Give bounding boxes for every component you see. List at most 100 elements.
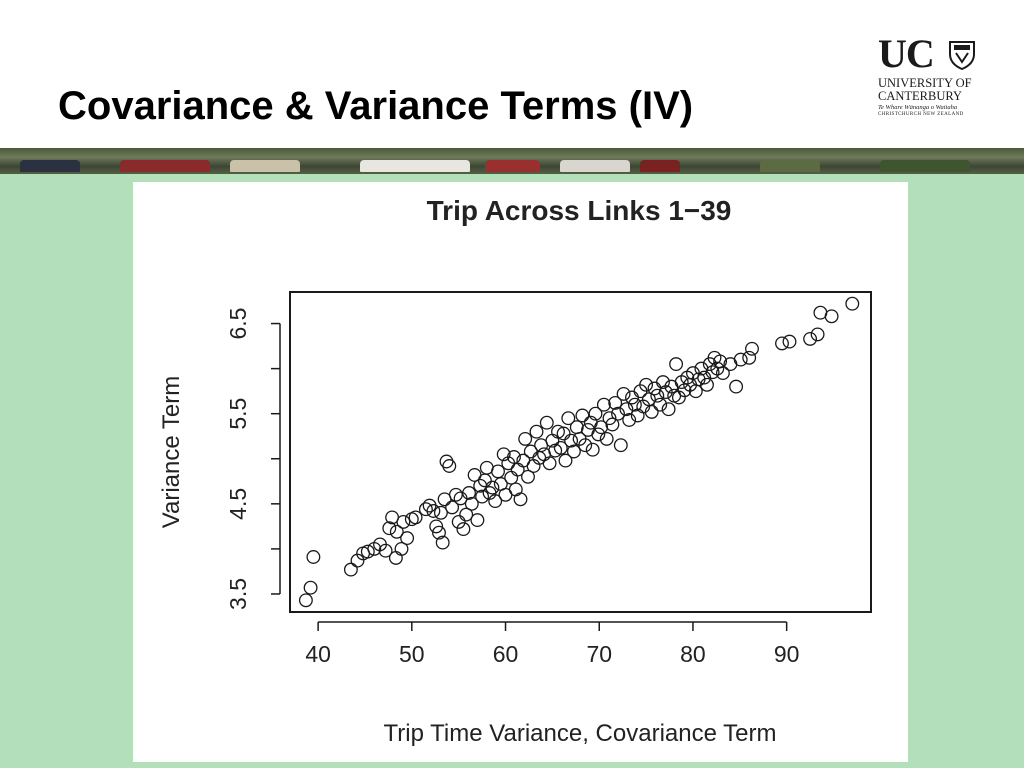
y-tick-label: 3.5 xyxy=(225,578,251,610)
data-point xyxy=(619,402,634,417)
data-point xyxy=(408,510,423,525)
data-point xyxy=(705,365,720,380)
data-point xyxy=(343,562,358,577)
photo-banner xyxy=(0,148,1024,174)
data-point xyxy=(608,395,623,410)
x-tick-label: 90 xyxy=(774,641,800,667)
data-point xyxy=(485,480,500,495)
data-point xyxy=(491,464,505,479)
data-point xyxy=(451,514,466,529)
y-axis: 3.5 4.5 5.5 6.5 xyxy=(225,308,281,610)
data-point xyxy=(456,522,471,537)
data-point xyxy=(596,397,611,412)
data-point xyxy=(669,357,684,372)
data-point xyxy=(389,524,404,539)
x-tick-label: 50 xyxy=(399,641,425,667)
chart-card: Trip Across Links 1−39 Trip Time Varianc… xyxy=(133,182,908,762)
data-point xyxy=(303,580,318,595)
data-point xyxy=(553,440,568,455)
data-point xyxy=(585,442,600,457)
y-tick-label: 5.5 xyxy=(225,398,251,430)
data-point xyxy=(429,519,444,534)
university-crest-icon xyxy=(949,41,975,70)
logo-line-maori-name: Te Whare Wānanga o Waitaha xyxy=(878,104,958,111)
scatter-chart: Trip Across Links 1−39 Trip Time Varianc… xyxy=(158,195,872,747)
data-point xyxy=(459,507,474,522)
data-point xyxy=(462,486,476,500)
banner-car-decoration xyxy=(640,160,680,172)
data-point xyxy=(388,550,403,565)
data-point xyxy=(566,444,581,459)
data-point xyxy=(845,296,860,311)
data-point xyxy=(700,377,714,392)
data-point xyxy=(442,459,457,473)
data-point xyxy=(611,406,625,421)
data-point xyxy=(445,500,460,515)
data-point xyxy=(382,521,397,536)
plot-frame xyxy=(289,291,872,613)
data-point xyxy=(622,413,637,427)
data-point xyxy=(616,386,631,401)
data-point xyxy=(578,438,593,453)
y-tick-label: 4.5 xyxy=(225,488,251,520)
data-point xyxy=(394,541,409,556)
data-point xyxy=(513,492,528,507)
data-point xyxy=(558,453,573,468)
logo-line-university-of: UNIVERSITY OF xyxy=(878,76,972,90)
x-axis: 40 50 60 70 80 90 xyxy=(305,621,800,667)
data-point xyxy=(644,404,659,419)
data-point xyxy=(470,513,485,528)
data-point xyxy=(448,487,463,502)
data-point xyxy=(729,379,744,394)
chart-title: Trip Across Links 1−39 xyxy=(427,195,732,226)
banner-car-decoration xyxy=(560,160,630,172)
data-point xyxy=(639,377,654,392)
data-point xyxy=(564,433,579,448)
data-point xyxy=(561,411,576,426)
data-point xyxy=(426,504,441,518)
y-axis-label: Variance Term xyxy=(158,376,185,529)
data-point xyxy=(627,397,642,412)
data-point xyxy=(715,366,730,381)
data-point xyxy=(360,544,375,559)
data-point xyxy=(782,334,797,349)
data-point xyxy=(518,431,533,446)
logo-wordmark: UC xyxy=(878,31,935,76)
data-points xyxy=(298,296,860,608)
data-point xyxy=(508,482,523,497)
data-point xyxy=(496,447,511,462)
logo-line-location: CHRISTCHURCH NEW ZEALAND xyxy=(878,112,964,117)
data-point xyxy=(488,494,503,509)
data-point xyxy=(803,331,818,346)
data-point xyxy=(605,417,620,432)
y-tick-label: 6.5 xyxy=(225,308,251,340)
data-point xyxy=(810,327,825,342)
data-point xyxy=(661,402,676,417)
data-point xyxy=(653,397,668,412)
data-point xyxy=(542,456,557,471)
data-point xyxy=(477,473,492,488)
slide-title: Covariance & Variance Terms (IV) xyxy=(58,84,694,128)
x-tick-label: 70 xyxy=(586,641,612,667)
data-point xyxy=(432,525,446,540)
data-point xyxy=(529,424,544,439)
data-point xyxy=(674,375,689,390)
x-tick-label: 40 xyxy=(305,641,331,667)
data-point xyxy=(539,415,554,430)
banner-car-decoration xyxy=(230,160,300,172)
data-point xyxy=(504,470,519,485)
data-point xyxy=(298,593,313,608)
x-tick-label: 60 xyxy=(493,641,519,667)
banner-car-decoration xyxy=(880,160,970,172)
banner-car-decoration xyxy=(20,160,80,172)
data-point xyxy=(396,514,411,529)
data-point xyxy=(569,420,584,435)
logo-line-canterbury: CANTERBURY xyxy=(878,89,963,103)
data-point xyxy=(435,535,450,550)
data-point xyxy=(650,388,665,403)
data-point xyxy=(656,375,670,390)
x-axis-label: Trip Time Variance, Covariance Term xyxy=(383,720,776,747)
data-point xyxy=(306,550,321,564)
banner-car-decoration xyxy=(360,160,470,172)
university-logo: UC UNIVERSITY OF CANTERBURY Te Whare Wān… xyxy=(876,31,984,120)
